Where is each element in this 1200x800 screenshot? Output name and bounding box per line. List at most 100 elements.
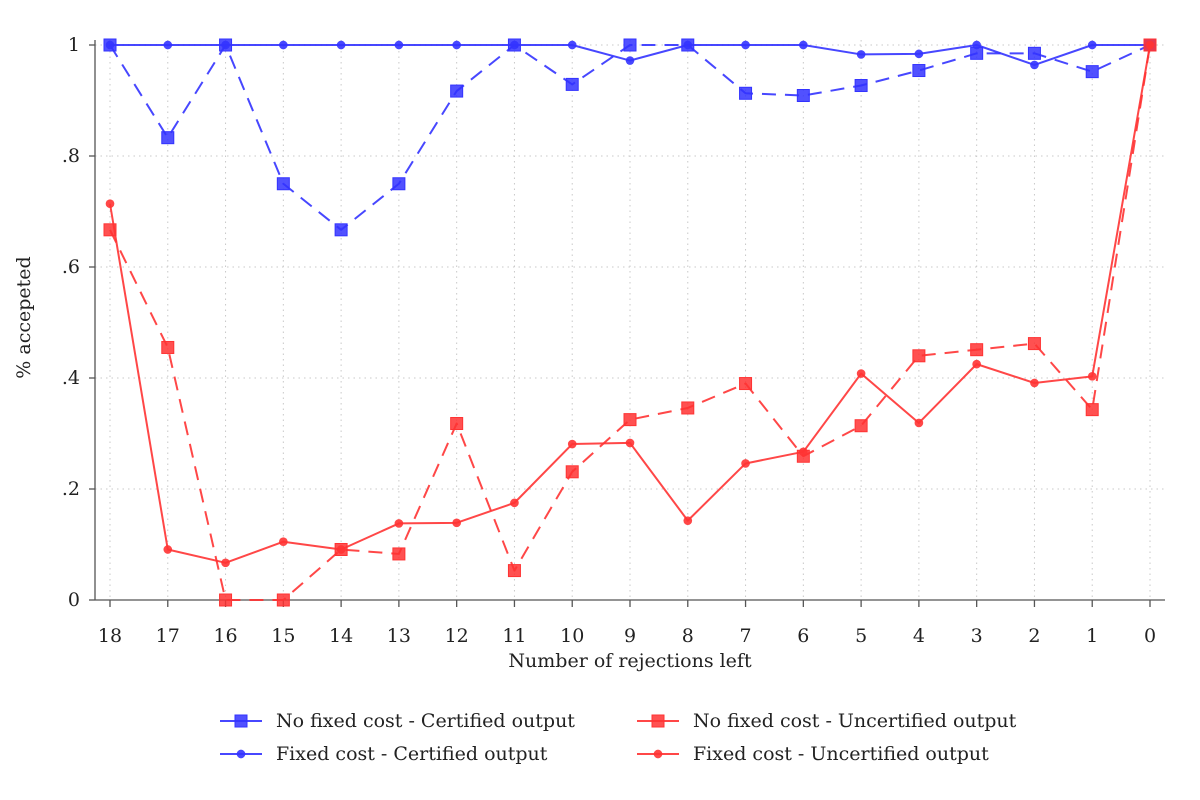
data-point <box>741 40 750 50</box>
data-point <box>623 38 637 52</box>
data-point <box>856 50 866 59</box>
data-point <box>510 40 519 50</box>
data-point <box>336 545 346 554</box>
y-tick-label: 1 <box>68 34 80 56</box>
legend-label: No fixed cost - Certified output <box>276 710 575 732</box>
data-point <box>970 343 984 357</box>
x-tick-label: 13 <box>387 625 411 647</box>
legend: No fixed cost - Certified output Fixed co… <box>220 710 1017 765</box>
data-point <box>625 56 635 65</box>
series-2 <box>103 38 1157 607</box>
data-point <box>1145 40 1155 50</box>
data-point <box>392 177 406 191</box>
data-point <box>565 77 579 91</box>
x-tick-label: 18 <box>98 625 122 647</box>
x-tick-label: 2 <box>1028 625 1040 647</box>
data-point <box>856 369 866 378</box>
y-tick-label: 0 <box>68 589 80 611</box>
data-point <box>219 593 233 607</box>
x-tick-label: 6 <box>797 625 809 647</box>
data-point <box>683 40 693 50</box>
legend-label: Fixed cost - Uncertified output <box>693 743 989 765</box>
x-tick-label: 8 <box>682 625 694 647</box>
data-point <box>567 439 577 449</box>
data-point <box>276 593 290 607</box>
data-point <box>739 377 753 391</box>
data-point <box>336 40 346 50</box>
data-point <box>972 40 981 50</box>
legend-item: Fixed cost - Certified output <box>220 743 548 765</box>
data-point <box>276 177 290 191</box>
data-point <box>567 40 577 50</box>
data-point <box>625 438 635 448</box>
data-point <box>1027 337 1041 351</box>
x-tick-label: 0 <box>1144 625 1156 647</box>
data-point <box>681 401 695 415</box>
data-point <box>912 349 926 363</box>
data-point <box>914 49 924 59</box>
data-point <box>1030 378 1039 388</box>
x-tick-label: 9 <box>624 625 636 647</box>
data-point <box>510 498 519 508</box>
data-point <box>105 40 115 50</box>
x-tick-label: 12 <box>445 625 469 647</box>
data-point <box>452 40 461 50</box>
x-tick-label: 10 <box>560 625 584 647</box>
data-point <box>799 447 808 457</box>
gridlines <box>95 40 1165 600</box>
x-tick-label: 5 <box>855 625 867 647</box>
data-point <box>394 40 404 50</box>
data-point <box>394 519 404 528</box>
data-point <box>450 417 464 431</box>
legend-label: Fixed cost - Certified output <box>276 743 548 765</box>
data-point <box>912 64 926 78</box>
data-point <box>914 418 924 428</box>
data-point <box>1030 60 1039 70</box>
y-tick-label: .2 <box>62 478 80 500</box>
x-axis-title: Number of rejections left <box>508 650 752 672</box>
series-3 <box>105 40 1155 568</box>
y-tick-label: .6 <box>62 256 80 278</box>
data-point <box>623 413 637 427</box>
legend-swatch-marker <box>651 714 665 728</box>
legend-item: Fixed cost - Uncertified output <box>637 743 989 765</box>
data-point <box>105 199 115 209</box>
legend-label: No fixed cost - Uncertified output <box>693 710 1017 732</box>
x-tick-label: 17 <box>156 625 180 647</box>
data-point <box>683 516 693 525</box>
data-point <box>279 537 288 547</box>
legend-item: No fixed cost - Certified output <box>220 710 575 732</box>
data-point <box>161 340 175 354</box>
y-tick-label: .4 <box>62 367 80 389</box>
x-tick-label: 4 <box>913 625 925 647</box>
data-point <box>221 40 230 50</box>
legend-swatch-marker <box>653 749 663 759</box>
data-point <box>1085 65 1099 79</box>
data-point <box>1027 46 1041 60</box>
data-point <box>1087 372 1097 381</box>
series-line <box>109 44 1151 231</box>
data-point <box>1087 40 1097 50</box>
y-axis-title: % accepeted <box>13 256 35 378</box>
data-point <box>163 40 173 50</box>
data-point <box>334 223 348 237</box>
data-point <box>854 419 868 433</box>
x-tick-label: 15 <box>271 625 295 647</box>
x-tick-label: 3 <box>971 625 983 647</box>
data-point <box>221 558 230 568</box>
data-point <box>163 545 173 554</box>
x-tick-label: 1 <box>1086 625 1098 647</box>
data-point <box>507 564 521 578</box>
x-tick-label: 11 <box>502 625 526 647</box>
x-tick-label: 16 <box>213 625 237 647</box>
x-tick-label: 14 <box>329 625 353 647</box>
legend-swatch-marker <box>236 749 246 759</box>
data-series <box>103 38 1157 607</box>
data-point <box>279 40 288 50</box>
data-point <box>1085 403 1099 417</box>
data-point <box>161 131 175 145</box>
data-point <box>450 84 464 98</box>
